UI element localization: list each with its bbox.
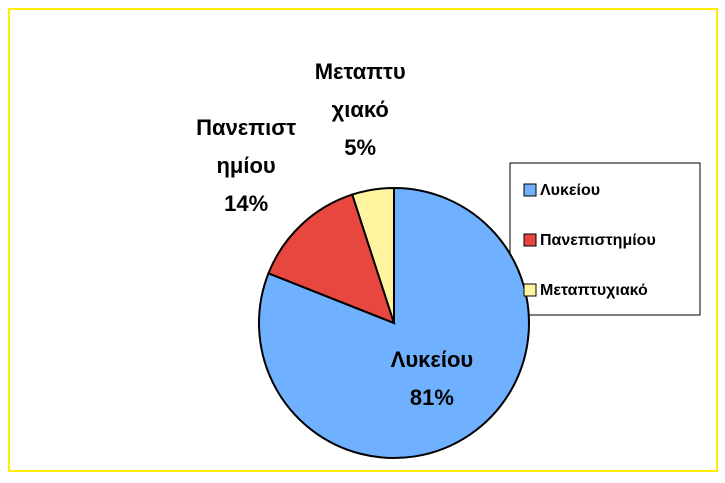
legend-entry: Μεταπτυχιακό xyxy=(523,282,648,299)
data-label: Πανεπιστημίου 14% xyxy=(196,109,296,223)
data-label-line: 5% xyxy=(344,134,377,160)
data-label: Λυκείου 81% xyxy=(382,341,482,417)
data-label-line: Μεταπτυχιακό xyxy=(314,58,406,122)
legend-swatch xyxy=(523,283,537,297)
pie-slice xyxy=(351,186,395,324)
legend-box xyxy=(509,162,701,316)
legend-label: Πανεπιστημίου xyxy=(540,232,656,249)
legend-label: Λυκείου xyxy=(540,182,600,199)
legend-label: Μεταπτυχιακό xyxy=(540,282,648,299)
data-label-line: 14% xyxy=(224,190,269,216)
data-label-line: Πανεπιστημίου xyxy=(196,114,297,178)
legend-entry: Πανεπιστημίου xyxy=(523,232,656,249)
legend-swatch xyxy=(523,183,537,197)
data-label: Μεταπτυχιακό 5% xyxy=(310,53,410,167)
data-label-line: Λυκείου xyxy=(390,346,474,372)
legend-swatch xyxy=(523,233,537,247)
data-label-line: 81% xyxy=(409,384,454,410)
legend-entry: Λυκείου xyxy=(523,182,600,199)
